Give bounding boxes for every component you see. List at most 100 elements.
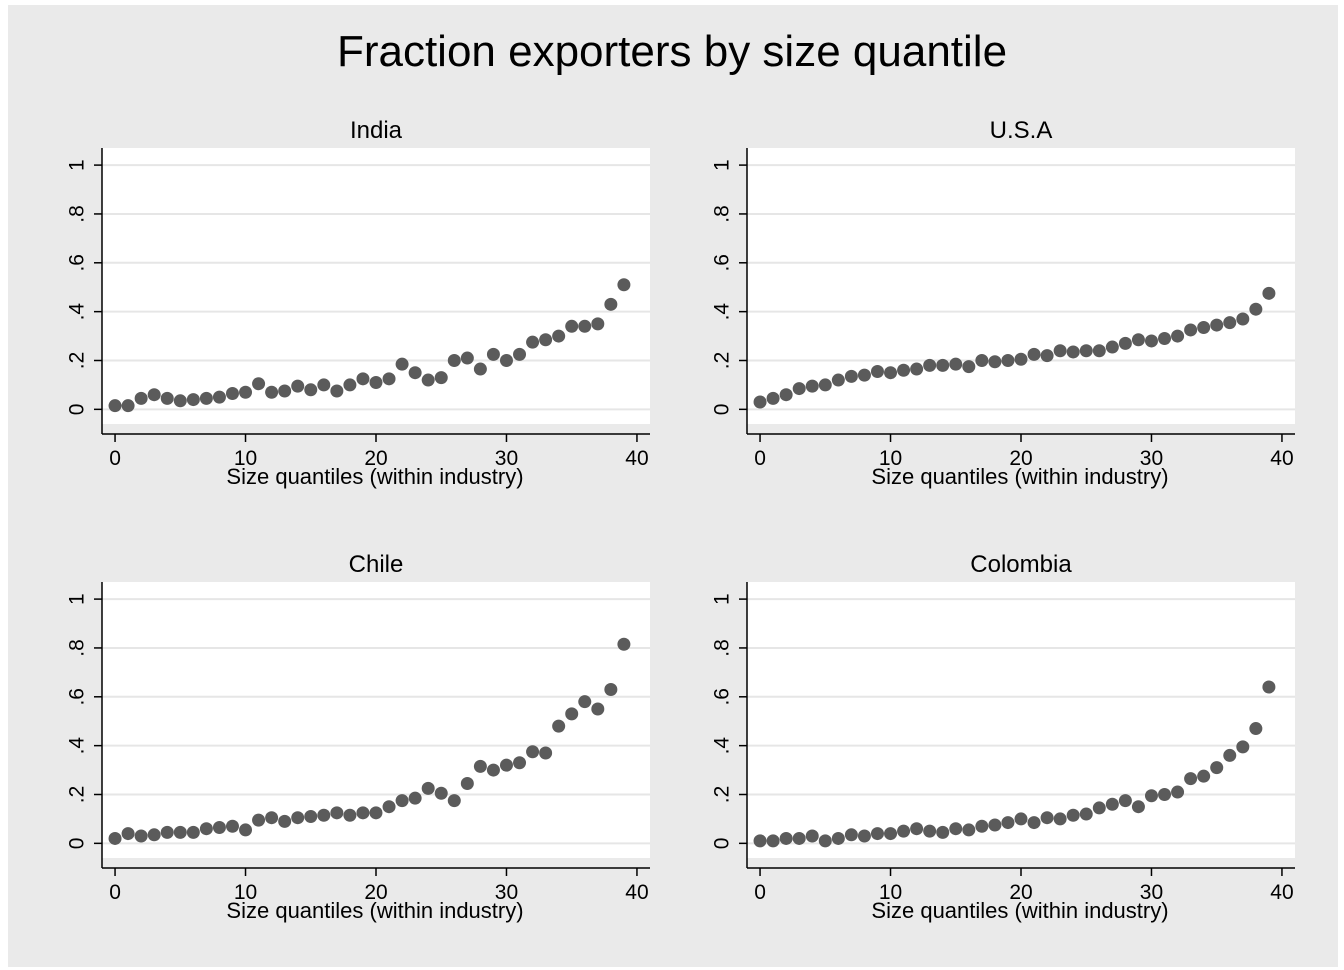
data-point [753,834,767,848]
y-tick-label: .6 [711,254,734,272]
data-point [421,373,435,387]
data-point [1014,352,1028,366]
data-point [330,384,344,398]
data-point [539,333,553,347]
data-point [395,794,409,808]
subplot-title: India [350,117,403,144]
data-point [578,695,592,709]
data-point [382,372,396,386]
data-point [844,369,858,383]
data-point [252,377,266,391]
data-point [1197,321,1211,335]
data-point [473,362,487,376]
data-point [1262,286,1276,300]
x-tick-label: 40 [625,447,648,470]
data-point [278,384,292,398]
data-point [225,819,239,833]
data-point [434,371,448,385]
data-point [923,358,937,372]
data-point [486,763,500,777]
data-point [1027,347,1041,361]
data-point [186,393,200,407]
data-point [304,809,318,823]
data-point [1040,811,1054,825]
data-point [291,379,305,393]
data-point [1001,353,1015,367]
x-axis-label: Size quantiles (within industry) [871,464,1168,489]
data-point [343,808,357,822]
data-point [766,834,780,848]
data-point [369,375,383,389]
data-point [831,373,845,387]
data-point [897,363,911,377]
y-tick-label: .6 [66,254,89,272]
data-point [779,831,793,845]
x-tick-label: 40 [625,881,648,904]
data-point [975,353,989,367]
data-point [591,317,605,331]
data-point [199,822,213,836]
data-point [1184,323,1198,337]
data-point [330,806,344,820]
x-tick-label: 20 [364,881,387,904]
data-point [408,791,422,805]
x-tick-label: 20 [1009,447,1032,470]
data-point [604,682,618,696]
subplot-title: Colombia [970,551,1072,578]
data-point [1001,816,1015,830]
data-point [1171,785,1185,799]
data-point [753,395,767,409]
data-point [1131,333,1145,347]
data-point [1040,349,1054,363]
data-point [447,353,461,367]
y-tick-label: .4 [66,303,89,321]
data-point [160,825,174,839]
data-point [369,806,383,820]
data-point [1053,812,1067,826]
x-tick-label: 30 [1140,881,1163,904]
data-point [447,794,461,808]
x-tick-label: 20 [1009,881,1032,904]
data-point [1079,344,1093,358]
data-point [173,825,187,839]
data-point [1210,761,1224,775]
data-point [831,831,845,845]
y-tick-label: .2 [711,786,734,804]
data-point [565,319,579,333]
data-point [1184,772,1198,786]
data-point [539,746,553,760]
y-tick-label: 1 [66,593,89,605]
data-point [884,827,898,841]
data-point [317,378,331,392]
x-axis-label: Size quantiles (within industry) [226,898,523,923]
data-point [134,391,148,405]
x-tick-label: 10 [234,447,257,470]
data-point [513,756,527,770]
data-point [792,382,806,396]
y-tick-label: .6 [66,688,89,706]
data-point [1144,789,1158,803]
data-point [108,831,122,845]
y-tick-label: .8 [66,205,89,223]
data-point [1223,316,1237,330]
data-point [910,822,924,836]
data-point [121,399,135,413]
x-tick-label: 30 [495,447,518,470]
x-tick-label: 40 [1270,447,1293,470]
data-point [936,825,950,839]
data-point [1249,722,1263,736]
data-point [1118,336,1132,350]
x-tick-label: 30 [495,881,518,904]
data-point [870,364,884,378]
data-point [1066,345,1080,359]
data-point [949,357,963,371]
data-point [356,372,370,386]
data-point [818,378,832,392]
x-tick-label: 10 [234,881,257,904]
data-point [473,759,487,773]
data-point [160,391,174,405]
data-point [265,811,279,825]
data-point [1236,312,1250,326]
